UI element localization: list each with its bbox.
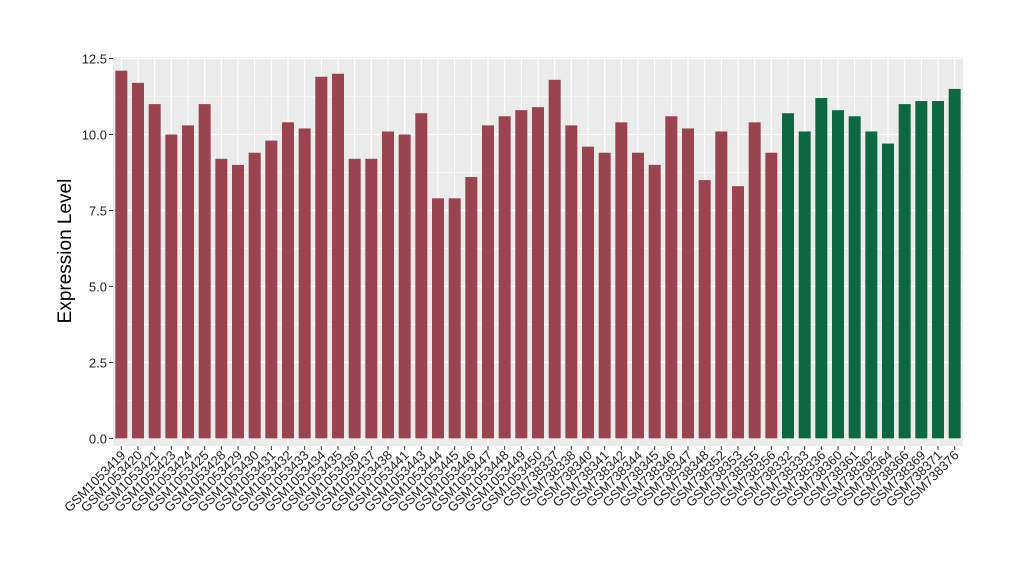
y-axis-ticks: 0.0 2.5 5.0 7.5 10.0 12.5 [82,52,113,446]
bar-GSM1053443 [415,113,428,439]
bar-GSM1053425 [198,104,211,439]
bar-GSM738356 [765,152,778,439]
bar-GSM1053430 [248,152,261,439]
x-axis-ticks: GSM1053419GSM1053420GSM1053421GSM1053423… [61,446,962,515]
y-tick-label: 10.0 [82,127,107,142]
bar-GSM738355 [748,122,761,439]
bar-GSM738352 [715,131,728,439]
bar-GSM1053436 [348,158,361,439]
bar-GSM738364 [882,143,894,439]
bar-GSM738361 [848,116,861,439]
bar-GSM738341 [598,152,611,439]
bar-GSM1053433 [298,128,311,439]
y-tick-label: 12.5 [82,52,107,67]
bar-GSM738362 [865,131,878,439]
y-tick-label: 7.5 [89,203,107,218]
bar-GSM738360 [832,110,844,439]
bar-GSM738342 [615,122,628,439]
bar-GSM1053419 [115,70,128,439]
bar-GSM738353 [732,186,744,439]
bar-GSM738336 [815,98,828,439]
bar-GSM738344 [632,152,644,439]
bar-GSM1053424 [182,125,194,439]
bar-GSM738333 [798,131,811,439]
bar-GSM1053445 [448,198,461,439]
bar-GSM738348 [698,180,711,439]
bar-GSM1053450 [532,107,544,439]
bar-GSM738369 [915,101,928,439]
bar-GSM738371 [932,101,944,439]
bar-GSM738346 [665,116,678,439]
bar-GSM1053431 [265,140,278,439]
bar-GSM1053429 [232,164,244,439]
bars [115,70,961,439]
y-tick-label: 0.0 [89,431,107,446]
bar-GSM1053444 [432,198,444,439]
bar-GSM1053432 [282,122,294,439]
y-tick-label: 2.5 [89,355,107,370]
bar-GSM738337 [548,79,561,439]
y-axis-label: Expression Level [55,179,76,324]
bar-GSM738345 [648,164,661,439]
bar-GSM738347 [682,128,694,439]
bar-GSM1053448 [498,116,511,439]
bar-GSM1053437 [365,158,378,439]
bar-GSM1053435 [332,73,344,439]
bar-GSM1053447 [482,125,494,439]
bar-GSM738340 [582,146,594,439]
bar-GSM1053438 [382,131,394,439]
bar-GSM1053441 [398,134,411,439]
bar-GSM1053428 [215,158,228,439]
bar-GSM738376 [948,88,961,439]
bar-GSM1053423 [165,134,178,439]
bar-GSM1053421 [148,104,161,439]
bar-GSM1053449 [515,110,528,439]
bar-GSM1053434 [315,76,328,439]
bar-GSM1053446 [465,177,478,439]
bar-GSM1053420 [132,82,144,439]
y-tick-label: 5.0 [89,279,107,294]
bar-GSM738338 [565,125,578,439]
bar-GSM738366 [898,104,911,439]
bar-GSM738332 [782,113,794,439]
